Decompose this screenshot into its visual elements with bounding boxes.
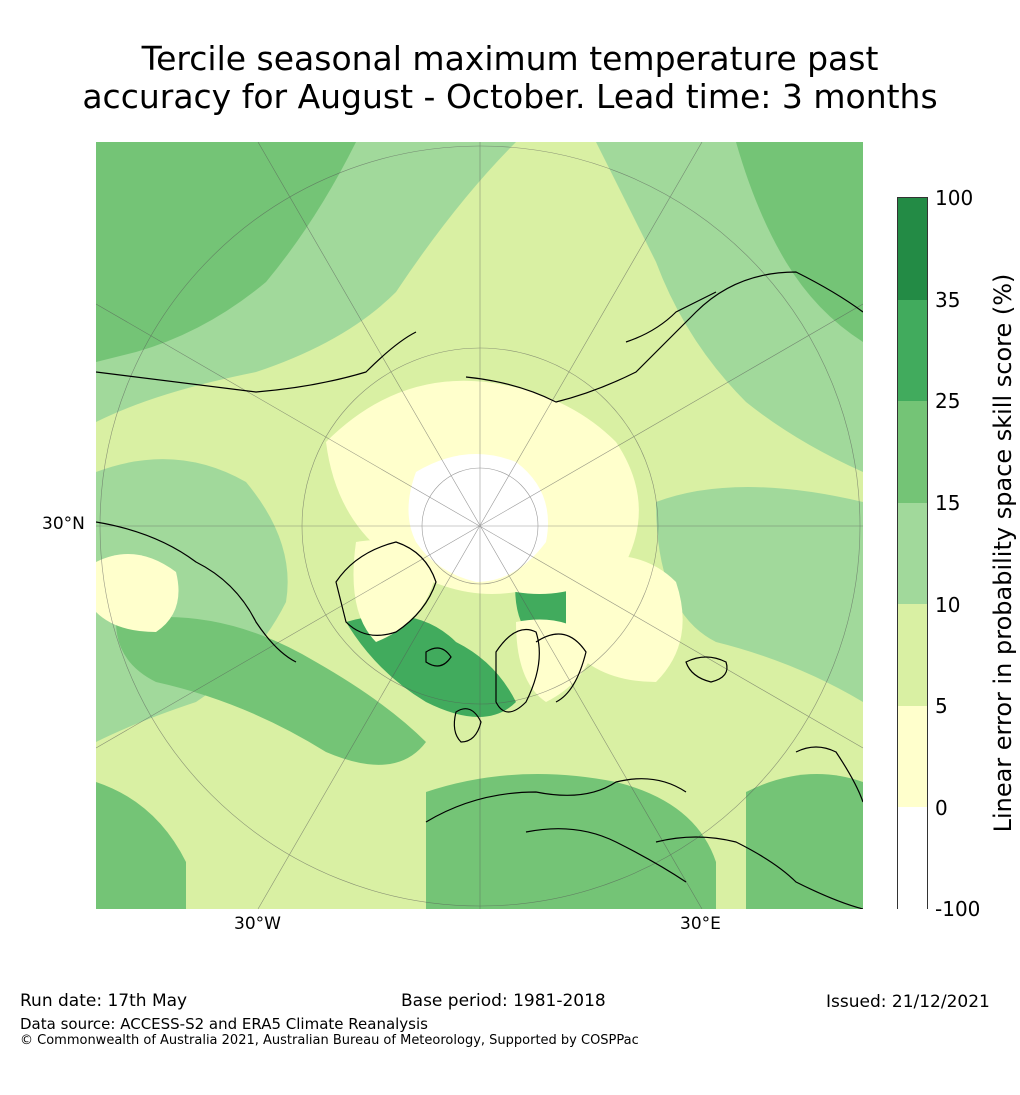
data-source: Data source: ACCESS-S2 and ERA5 Climate … — [20, 1015, 428, 1033]
colorbar — [897, 197, 928, 910]
colorbar-segment-25-35 — [898, 300, 927, 401]
colorbar-tick: 10 — [935, 593, 961, 617]
title-line-1: Tercile seasonal maximum temperature pas… — [141, 39, 879, 78]
south-west-region — [96, 782, 186, 909]
colorbar-tick: 100 — [935, 186, 974, 210]
colorbar-tick: -100 — [935, 897, 981, 921]
colorbar-segment-0-5 — [898, 706, 927, 807]
issued-date: Issued: 21/12/2021 — [826, 992, 990, 1012]
copyright: © Commonwealth of Australia 2021, Austra… — [20, 1033, 639, 1048]
arctic-no-skill — [408, 454, 548, 582]
colorbar-segment-35-100 — [898, 198, 927, 300]
west-asia-region — [656, 487, 863, 702]
north-pacific-darker — [96, 142, 356, 362]
colorbar-segment-5-10 — [898, 604, 927, 706]
colorbar-segment-15-25 — [898, 401, 927, 503]
base-period: Base period: 1981-2018 — [401, 991, 606, 1011]
north-atlantic-dark — [346, 615, 516, 717]
colorbar-segment-neg100-0 — [898, 807, 927, 910]
map-canvas — [96, 142, 863, 909]
chart-title: Tercile seasonal maximum temperature pas… — [0, 40, 1020, 116]
colorbar-tick: 35 — [935, 288, 961, 312]
east-asia-region — [736, 142, 863, 342]
run-date: Run date: 17th May — [20, 991, 188, 1011]
greenland-low-skill — [353, 540, 436, 642]
colorbar-tick: 25 — [935, 389, 961, 413]
colorbar-tick: 15 — [935, 491, 961, 515]
east-pacific-pale — [96, 554, 179, 632]
south-east-region — [746, 774, 863, 909]
coastlines — [96, 271, 863, 909]
atlantic-band — [116, 617, 426, 765]
colorbar-tick: 5 — [935, 694, 948, 718]
colorbar-label: Linear error in probability space skill … — [989, 273, 1017, 833]
colorbar-tick: 0 — [935, 796, 948, 820]
russia-low — [566, 555, 683, 682]
longitude-label-west: 30°W — [234, 914, 281, 934]
latitude-label: 30°N — [42, 514, 85, 534]
title-line-2: accuracy for August - October. Lead time… — [82, 77, 938, 116]
colorbar-segment-10-15 — [898, 503, 927, 604]
polar-map — [96, 142, 863, 909]
longitude-label-east: 30°E — [680, 914, 721, 934]
graticule — [96, 142, 863, 909]
